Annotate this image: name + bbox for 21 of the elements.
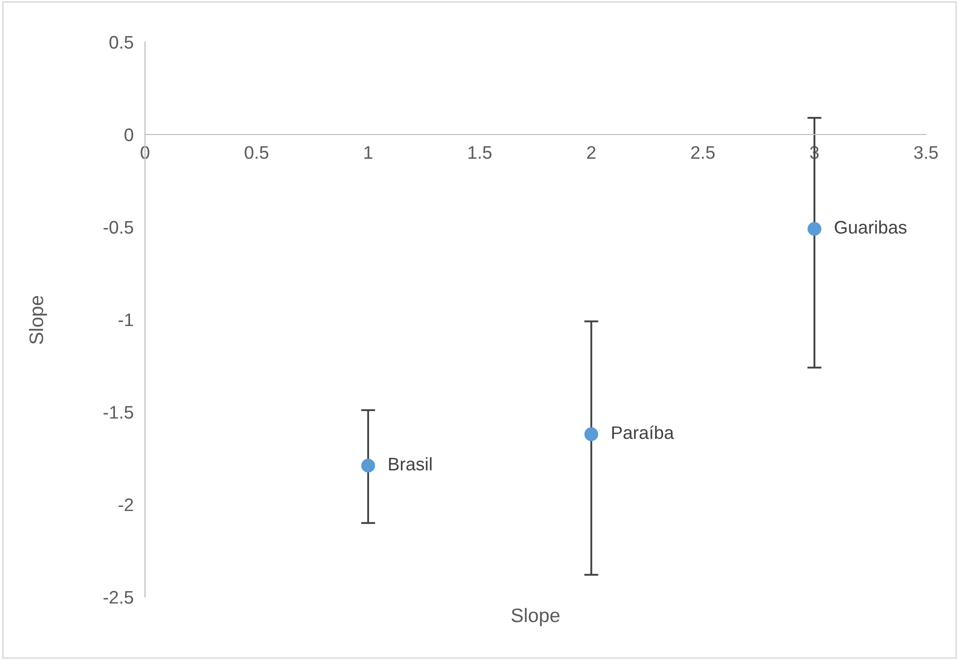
y-tick-label: -2 bbox=[118, 498, 133, 512]
point bbox=[361, 458, 376, 473]
x-tick-label: 2 bbox=[587, 146, 596, 159]
point bbox=[808, 222, 822, 236]
annotation: Paraíba bbox=[612, 426, 674, 440]
y-tick-label: -2.5 bbox=[104, 590, 134, 604]
y-tick-label: 0 bbox=[124, 128, 134, 142]
x-tick-label: 2.5 bbox=[691, 146, 715, 159]
x-tick-label: 3.5 bbox=[914, 146, 938, 159]
annotation: Brasil bbox=[389, 457, 432, 470]
y-axis-title: Slope bbox=[28, 296, 48, 344]
x-tick-label: 1 bbox=[364, 146, 372, 159]
point bbox=[584, 427, 598, 442]
y-tick-label: -1 bbox=[118, 314, 134, 326]
annotation: Guaribas bbox=[834, 220, 906, 234]
x-tick-label: 1.5 bbox=[468, 146, 492, 159]
x-tick-label: 0.5 bbox=[244, 146, 268, 159]
y-tick-label: -0.5 bbox=[104, 220, 134, 234]
x-axis-title: Slope bbox=[512, 608, 560, 626]
y-tick-label: 0.5 bbox=[109, 36, 134, 49]
y-tick-label: -1.5 bbox=[104, 406, 134, 419]
